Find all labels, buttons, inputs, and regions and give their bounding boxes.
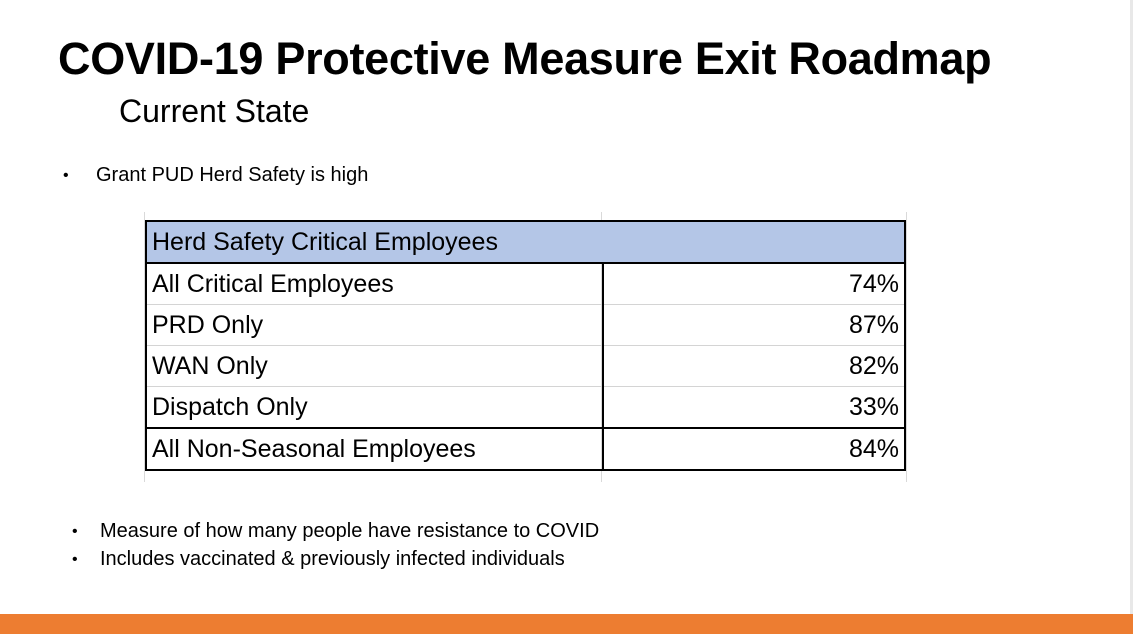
row-value: 87%	[603, 304, 906, 346]
row-label: Dispatch Only	[145, 386, 604, 429]
footer-accent-bar	[0, 614, 1133, 634]
slide-title: COVID-19 Protective Measure Exit Roadmap	[58, 33, 992, 84]
grid-line	[144, 212, 145, 482]
table-header-cell: Herd Safety Critical Employees	[145, 220, 906, 264]
row-label: WAN Only	[145, 345, 604, 387]
row-value: 74%	[603, 263, 906, 305]
row-value: 33%	[603, 386, 906, 429]
bullet-text: Includes vaccinated & previously infecte…	[100, 548, 565, 570]
slide-edge	[1130, 0, 1133, 614]
bullet-item: • Measure of how many people have resist…	[72, 520, 599, 543]
herd-safety-table: Herd Safety Critical Employees All Criti…	[145, 220, 906, 471]
bullet-text: Grant PUD Herd Safety is high	[96, 164, 369, 186]
row-value: 84%	[603, 427, 906, 471]
bullet-item: • Grant PUD Herd Safety is high	[63, 164, 368, 187]
bullet-dot-icon: •	[63, 166, 69, 184]
row-label: PRD Only	[145, 304, 604, 346]
bullet-item: • Includes vaccinated & previously infec…	[72, 548, 565, 571]
table-row: All Critical Employees 74%	[145, 263, 906, 305]
grid-line	[906, 212, 907, 482]
row-label: All Non-Seasonal Employees	[145, 427, 604, 471]
table-row: All Non-Seasonal Employees 84%	[145, 427, 906, 471]
slide-subtitle: Current State	[119, 93, 310, 129]
table-row: WAN Only 82%	[145, 345, 906, 387]
row-label: All Critical Employees	[145, 263, 604, 305]
bullet-dot-icon: •	[72, 522, 78, 540]
table-row: Dispatch Only 33%	[145, 386, 906, 429]
bullet-text: Measure of how many people have resistan…	[100, 520, 600, 542]
table-row: PRD Only 87%	[145, 304, 906, 346]
table-header-row: Herd Safety Critical Employees	[145, 220, 906, 264]
row-value: 82%	[603, 345, 906, 387]
bullet-dot-icon: •	[72, 550, 78, 568]
